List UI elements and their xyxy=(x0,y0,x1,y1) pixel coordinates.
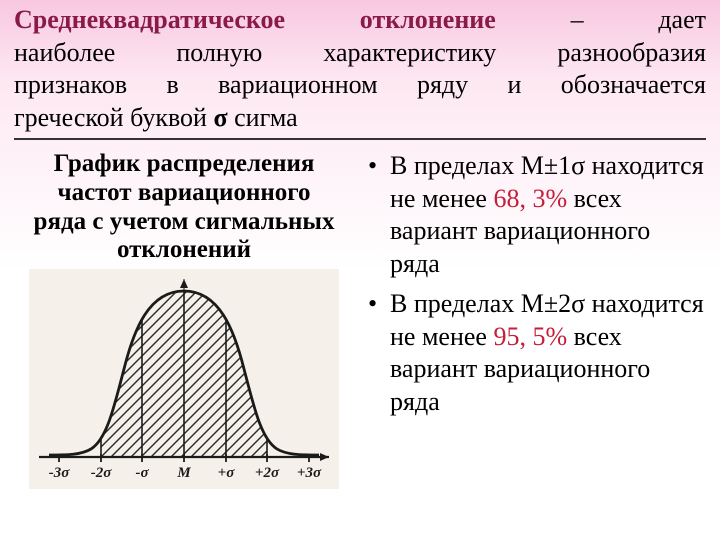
left-column: График распределения частот вариационног… xyxy=(14,150,354,489)
bullet-1-percent: 68, 3% xyxy=(493,184,567,213)
bullet-1: • В пределах M±1σ находится не менее 68,… xyxy=(368,150,706,280)
graph-title-l3: ряда с учетом сигмальных xyxy=(34,208,335,237)
svg-text:M: M xyxy=(176,465,191,481)
svg-text:+σ: +σ xyxy=(218,465,236,481)
graph-title-l4: отклонений xyxy=(34,236,335,265)
bullet-1-text: В пределах M±1σ находится не менее 68, 3… xyxy=(390,150,706,280)
content-row: График распределения частот вариационног… xyxy=(0,146,720,489)
svg-text:+2σ: +2σ xyxy=(255,465,280,481)
svg-text:-σ: -σ xyxy=(135,465,149,481)
svg-text:+3σ: +3σ xyxy=(297,465,322,481)
divider xyxy=(14,138,706,140)
distribution-svg: -3σ -2σ -σ M +σ +2σ +3σ xyxy=(29,269,339,489)
header-line-3: признаков в вариационном ряду и обознача… xyxy=(14,69,706,102)
title-rest-1: дает xyxy=(658,5,706,34)
bullet-2-percent: 95, 5% xyxy=(493,322,567,351)
svg-text:-2σ: -2σ xyxy=(91,465,112,481)
bullet-2: • В пределах M±2σ находится не менее 95,… xyxy=(368,288,706,418)
distribution-graph: -3σ -2σ -σ M +σ +2σ +3σ xyxy=(29,269,339,489)
header-pre-sigma: греческой буквой xyxy=(14,103,213,132)
bullet-dot: • xyxy=(368,150,390,280)
bullet-2-text: В пределах M±2σ находится не менее 95, 5… xyxy=(390,288,706,418)
header-line-4: греческой буквой σ сигма xyxy=(14,102,706,135)
sigma-symbol: σ xyxy=(213,103,227,132)
bullet-dot: • xyxy=(368,288,390,418)
graph-title-l2: частот вариационного xyxy=(34,179,335,208)
graph-title: График распределения частот вариационног… xyxy=(34,150,335,265)
header-line-1: Среднеквадратическое отклонение – дает xyxy=(14,4,706,37)
title-bold: Среднеквадратическое отклонение xyxy=(14,5,496,34)
graph-title-l1: График распределения xyxy=(34,150,335,179)
svg-text:-3σ: -3σ xyxy=(49,465,70,481)
right-column: • В пределах M±1σ находится не менее 68,… xyxy=(368,150,706,489)
header-line-2: наиболее полную характеристику разнообра… xyxy=(14,37,706,70)
header-post-sigma: сигма xyxy=(228,103,298,132)
title-dash: – xyxy=(496,5,659,34)
